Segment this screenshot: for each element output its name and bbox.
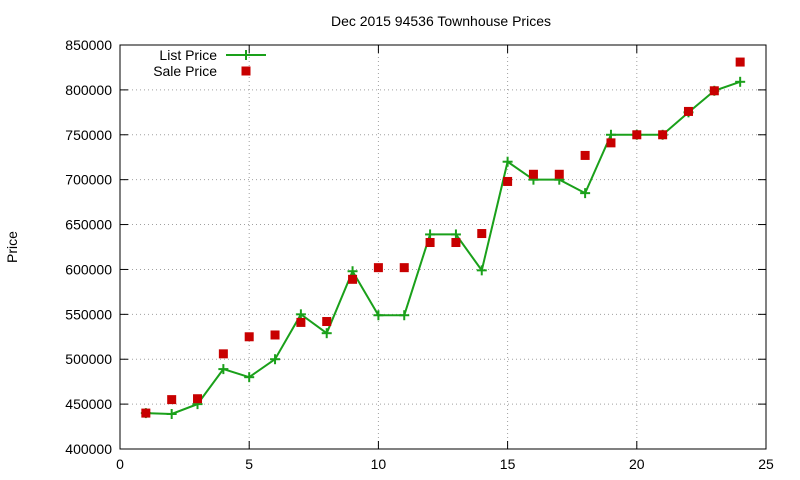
y-tick-label: 450000 xyxy=(65,396,112,412)
x-tick-label: 10 xyxy=(371,456,387,472)
axis-ticks: 0 5 10 15 20 25 400000 450000 500000 550000 600000… xyxy=(65,37,774,472)
list-price-point xyxy=(450,229,461,240)
sale-price-point xyxy=(296,317,306,327)
list-price-line xyxy=(145,80,741,415)
legend-label-sale-price: Sale Price xyxy=(153,63,217,79)
sale-price-point xyxy=(270,330,280,340)
series-layer xyxy=(140,57,746,419)
sale-price-point xyxy=(167,395,177,405)
sale-price-point xyxy=(141,408,151,418)
sale-price-point xyxy=(477,229,487,239)
x-tick-label: 5 xyxy=(245,456,253,472)
y-tick-label: 550000 xyxy=(65,306,112,322)
y-tick-label: 750000 xyxy=(65,127,112,143)
sale-price-point xyxy=(554,169,564,179)
sale-price-point xyxy=(193,394,203,404)
sale-price-point xyxy=(606,138,616,148)
legend: List Price Sale Price xyxy=(153,47,266,79)
sale-price-point xyxy=(683,106,693,116)
list-price-point xyxy=(399,310,410,321)
sale-price-point xyxy=(244,332,254,342)
y-tick-label: 500000 xyxy=(65,351,112,367)
sale-price-point xyxy=(322,317,332,327)
y-tick-label: 600000 xyxy=(65,261,112,277)
list-price-point xyxy=(321,328,332,339)
sale-price-point xyxy=(735,57,745,67)
legend-label-list-price: List Price xyxy=(159,47,217,63)
sale-price-point xyxy=(632,130,642,140)
list-price-point xyxy=(244,372,255,383)
sale-price-point xyxy=(451,238,461,248)
y-tick-label: 650000 xyxy=(65,217,112,233)
chart-title: Dec 2015 94536 Townhouse Prices xyxy=(331,13,551,29)
list-price-point xyxy=(270,354,281,365)
y-tick-label: 400000 xyxy=(65,441,112,457)
sale-price-point xyxy=(425,238,435,248)
sale-price-point xyxy=(709,86,719,96)
list-price-point xyxy=(502,156,513,167)
sale-price-point xyxy=(658,130,668,140)
plot-area-frame xyxy=(119,44,767,450)
list-price-point xyxy=(166,408,177,419)
sale-price-point xyxy=(528,169,538,179)
list-price-point xyxy=(605,129,616,140)
legend-list-price-marker xyxy=(241,50,251,60)
legend-sale-price-marker xyxy=(241,66,251,76)
list-price-point xyxy=(295,309,306,320)
sale-price-point xyxy=(373,263,383,273)
sale-price-point xyxy=(218,349,228,359)
y-axis-label: Price xyxy=(4,231,20,263)
sale-price-point xyxy=(580,150,590,160)
grid-lines xyxy=(120,45,766,449)
x-tick-label: 25 xyxy=(758,456,774,472)
x-tick-label: 20 xyxy=(629,456,645,472)
x-tick-label: 15 xyxy=(500,456,516,472)
legend-symbol-list-price xyxy=(226,50,266,60)
sale-price-point xyxy=(348,274,358,284)
legend-symbol-sale-price xyxy=(241,66,251,76)
list-price-point xyxy=(218,364,229,375)
list-price-point xyxy=(476,265,487,276)
sale-price-point xyxy=(399,263,409,273)
list-price-point xyxy=(425,229,436,240)
list-price-point xyxy=(373,310,384,321)
list-price-point xyxy=(580,188,591,199)
x-tick-label: 0 xyxy=(116,456,124,472)
list-price-point xyxy=(735,76,746,87)
y-tick-label: 850000 xyxy=(65,37,112,53)
y-tick-label: 700000 xyxy=(65,172,112,188)
list-price-point xyxy=(347,266,358,277)
y-tick-label: 800000 xyxy=(65,82,112,98)
sale-price-point xyxy=(503,176,513,186)
